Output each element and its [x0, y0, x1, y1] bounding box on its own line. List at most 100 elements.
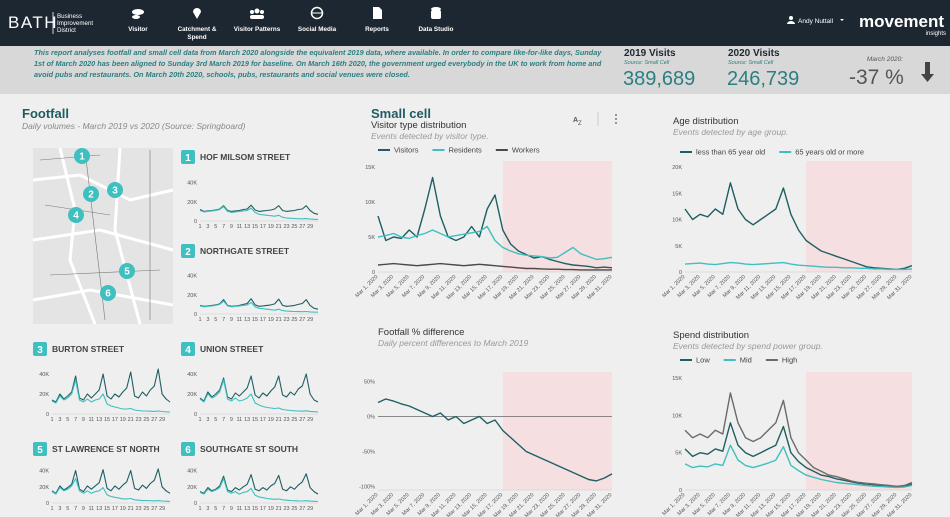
x-tick-label: 9: [230, 317, 233, 323]
street-badge: [181, 244, 195, 258]
y-tick-label: 10K: [365, 200, 375, 206]
x-tick-label: 25: [143, 506, 149, 512]
menu-icon[interactable]: [615, 118, 617, 120]
series-line: [684, 182, 913, 271]
legend-label: less than 65 year old: [696, 148, 765, 157]
chart-title: Visitor type distribution: [371, 120, 466, 131]
menu-icon[interactable]: [615, 122, 617, 124]
x-tick-label: 1: [50, 506, 53, 512]
series-line: [377, 176, 613, 269]
x-tick-label: 27: [299, 224, 305, 230]
x-tick-label: 15: [252, 317, 258, 323]
chart-subtitle: Events detected by spend power group.: [673, 341, 823, 351]
icon-catchment[interactable]: [193, 8, 201, 19]
icon-studio[interactable]: [431, 10, 441, 19]
series-line: [684, 422, 913, 488]
street-badge: [181, 150, 195, 164]
x-tick-label: 21: [128, 506, 134, 512]
nav-item[interactable]: Visitor: [128, 26, 148, 33]
x-tick-label: 7: [74, 506, 77, 512]
series-line: [684, 392, 913, 487]
y-tick-label: 40K: [39, 372, 49, 378]
sort-icon[interactable]: A: [573, 117, 578, 124]
x-tick-label: 13: [96, 506, 102, 512]
x-tick-label: 29: [307, 317, 313, 323]
y-tick-label: 20K: [672, 165, 682, 171]
x-tick-label: 11: [236, 417, 242, 423]
icon-visitor[interactable]: [132, 15, 140, 19]
x-tick-label: 23: [283, 317, 289, 323]
y-tick-label: 40K: [187, 181, 197, 187]
x-tick-label: 3: [206, 224, 209, 230]
x-tick-label: 1: [50, 417, 53, 423]
x-tick-label: 23: [283, 224, 289, 230]
road: [113, 147, 142, 325]
x-tick-label: 1: [198, 317, 201, 323]
x-tick-label: 29: [307, 506, 313, 512]
nav-item[interactable]: Visitor Patterns: [234, 26, 281, 33]
menu-icon[interactable]: [615, 114, 617, 116]
x-tick-label: 13: [96, 417, 102, 423]
icon-patterns[interactable]: [250, 15, 264, 19]
x-tick-label: 15: [252, 506, 258, 512]
legend-label: High: [782, 356, 797, 365]
x-tick-label: 17: [260, 317, 266, 323]
user-name[interactable]: Andy Nuttall: [798, 18, 834, 25]
x-tick-label: 17: [260, 506, 266, 512]
x-tick-label: 3: [206, 417, 209, 423]
x-tick-label: 25: [291, 506, 297, 512]
down-arrow: [921, 62, 934, 82]
y-tick-label: 20K: [39, 392, 49, 398]
nav-item[interactable]: Catchment &: [178, 26, 217, 33]
banner-text: This report analyses footfall and small …: [34, 48, 602, 79]
x-tick-label: 21: [276, 224, 282, 230]
y-tick-label: 40K: [187, 469, 197, 475]
stat-label: 2020 Visits: [728, 48, 780, 59]
legend-label: Mid: [740, 356, 752, 365]
x-tick-label: 25: [291, 317, 297, 323]
x-tick-label: 7: [222, 506, 225, 512]
icon-patterns[interactable]: [260, 10, 264, 14]
street-name: HOF MILSOM STREET: [200, 152, 291, 162]
x-tick-label: 27: [299, 417, 305, 423]
street-name: NORTHGATE STREET: [200, 246, 290, 256]
x-tick-label: 7: [74, 417, 77, 423]
x-tick-label: 25: [143, 417, 149, 423]
nav-item[interactable]: Data Studio: [419, 26, 454, 33]
sort-icon[interactable]: Z: [578, 121, 582, 127]
x-tick-label: 7: [222, 417, 225, 423]
x-tick-label: 23: [135, 417, 141, 423]
map-marker: [100, 285, 116, 301]
stat-value: 246,739: [727, 68, 799, 90]
street-badge: [33, 342, 47, 356]
street-badge: [181, 342, 195, 356]
x-tick-label: 29: [159, 506, 165, 512]
nav-item[interactable]: Reports: [365, 26, 389, 33]
x-tick-label: 7: [222, 224, 225, 230]
x-tick-label: 5: [214, 506, 217, 512]
series-line: [199, 478, 319, 503]
icon-patterns[interactable]: [250, 10, 254, 14]
user-caret[interactable]: [840, 19, 844, 21]
map-marker-label: 4: [73, 211, 79, 222]
road: [32, 288, 174, 307]
y-tick-label: 20K: [187, 200, 197, 206]
y-tick-label: 0: [679, 488, 682, 494]
icon-reports[interactable]: [373, 7, 382, 19]
icon-visitor[interactable]: [132, 9, 144, 15]
chart-title: Age distribution: [673, 116, 738, 127]
nav-item[interactable]: Social Media: [298, 26, 337, 33]
lockdown-shade: [806, 372, 912, 490]
legend-label: Visitors: [394, 146, 419, 155]
y-tick-label: 0: [194, 312, 197, 318]
street-number: 4: [185, 345, 191, 356]
nav-item[interactable]: Spend: [187, 34, 206, 41]
x-tick-label: 5: [214, 317, 217, 323]
user-icon: [787, 21, 795, 24]
icon-patterns[interactable]: [254, 8, 260, 14]
y-tick-label: 10K: [672, 218, 682, 224]
logo[interactable]: BATH: [8, 13, 58, 32]
series-line: [199, 300, 319, 313]
change-label: March 2020:: [867, 56, 903, 63]
street-number: 3: [37, 345, 43, 356]
